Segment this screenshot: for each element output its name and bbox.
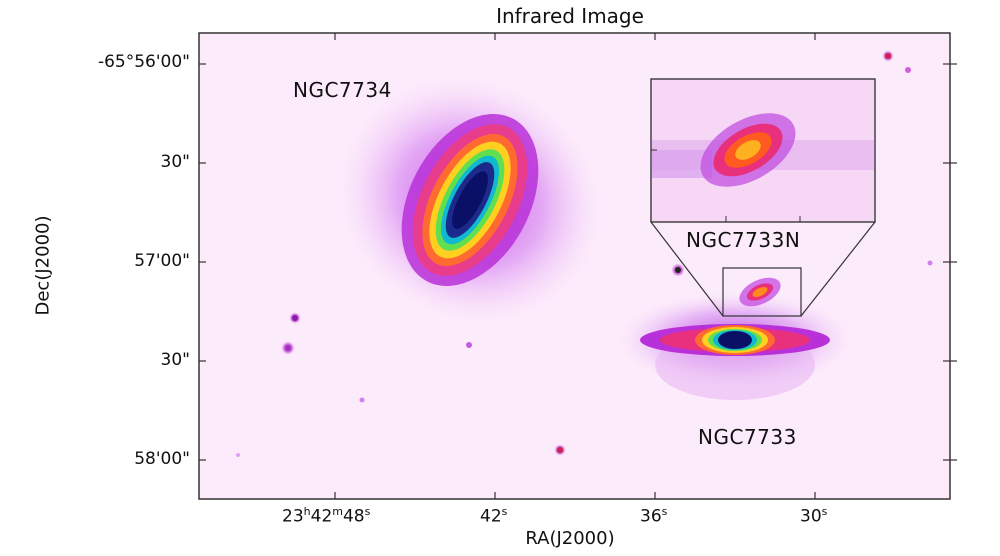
x-tick-label: 23h42m48s: [282, 505, 371, 527]
zoom-connector-left: [650, 221, 724, 317]
x-tick-label: 30s: [800, 505, 828, 527]
y-tick-label: -65°56'00": [97, 52, 190, 72]
y-tick-label: 58'00": [134, 449, 190, 469]
label-ngc7733: NGC7733: [698, 425, 797, 449]
zoom-region-box: [722, 267, 802, 317]
plot-frame: [198, 32, 951, 500]
galaxy-ngc7733n: [739, 277, 781, 307]
inset-panel: [650, 78, 876, 223]
y-ticks: [199, 63, 957, 461]
x-ticks: [334, 33, 816, 499]
zoom-connector-right: [800, 221, 876, 317]
galaxy-ngc7733: [617, 292, 853, 400]
y-tick-label: 30": [160, 152, 190, 172]
x-tick-label: 42s: [480, 505, 508, 527]
y-tick-label: 57'00": [134, 251, 190, 271]
y-tick-label: 30": [160, 350, 190, 370]
x-tick-label: 36s: [640, 505, 668, 527]
label-ngc7734: NGC7734: [293, 78, 392, 102]
field-stars: [236, 50, 933, 457]
galaxy-ngc7734: [338, 76, 602, 324]
figure-title: Infrared Image: [496, 4, 644, 28]
x-axis-label: RA(J2000): [525, 528, 615, 549]
label-ngc7733n: NGC7733N: [686, 228, 801, 252]
